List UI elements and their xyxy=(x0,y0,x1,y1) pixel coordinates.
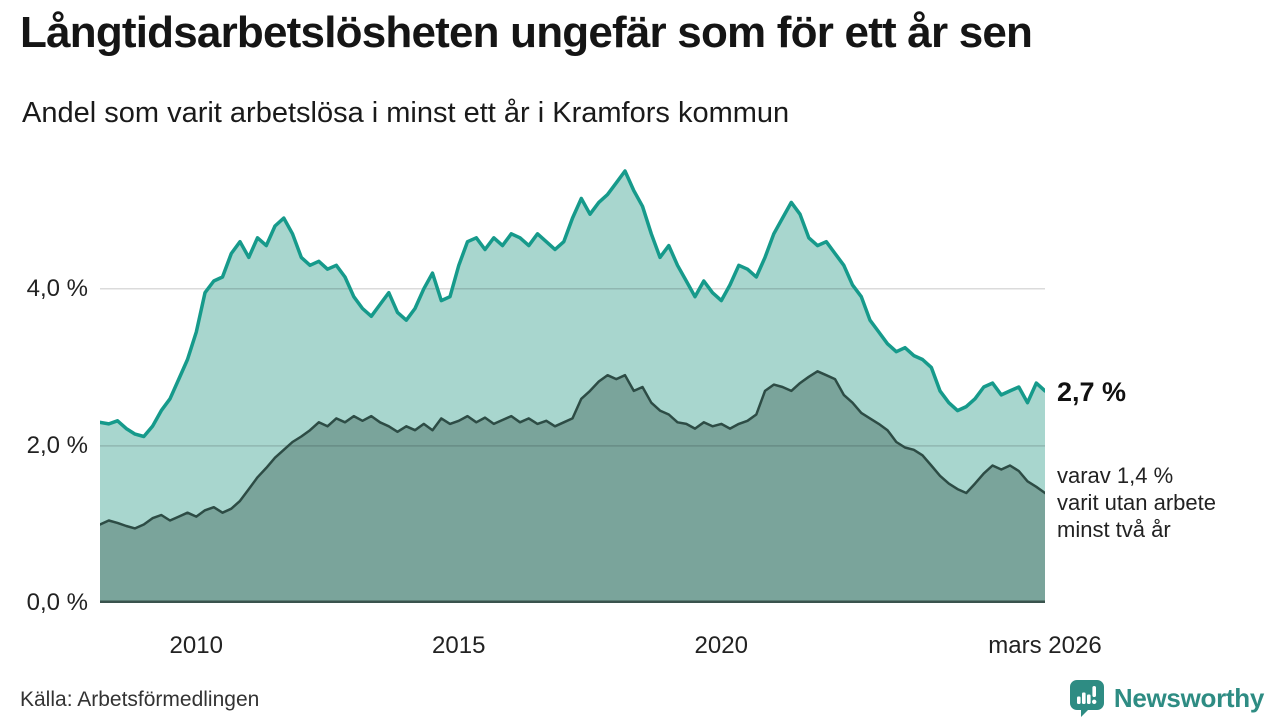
x-axis-label: 2010 xyxy=(169,632,223,659)
x-axis-label: mars 2026 xyxy=(988,632,1102,659)
y-axis-label: 4,0 % xyxy=(26,274,88,302)
series-line-1 xyxy=(98,370,1047,530)
newsworthy-bubble-chart-icon xyxy=(1069,680,1104,717)
newsworthy-logo: Newsworthy xyxy=(1069,679,1264,717)
latest-value-label: 2,7 % xyxy=(1057,377,1127,407)
plot-area xyxy=(98,160,1047,603)
source-text: Källa: Arbetsförmedlingen xyxy=(20,688,260,711)
secondary-annotation-line: varit utan arbete xyxy=(1057,490,1216,515)
secondary-annotation-line: varav 1,4 % xyxy=(1057,463,1174,488)
secondary-annotation: varav 1,4 % varit utan arbete minst två … xyxy=(1057,462,1216,543)
unemployment-area-chart xyxy=(98,169,1047,603)
x-axis-label: 2015 xyxy=(432,632,486,659)
series-line-0 xyxy=(98,169,1047,439)
x-axis-label: 2020 xyxy=(694,632,748,659)
y-axis-label: 2,0 % xyxy=(26,431,88,459)
page-title: Långtidsarbetslösheten ungefär som för e… xyxy=(20,8,1033,57)
newsworthy-wordmark: Newsworthy xyxy=(1113,682,1264,713)
page-subtitle: Andel som varit arbetslösa i minst ett å… xyxy=(22,97,790,129)
secondary-annotation-line: minst två år xyxy=(1057,517,1171,542)
y-axis-label: 0,0 % xyxy=(26,589,88,616)
series-area-fill-1 xyxy=(100,371,1045,603)
